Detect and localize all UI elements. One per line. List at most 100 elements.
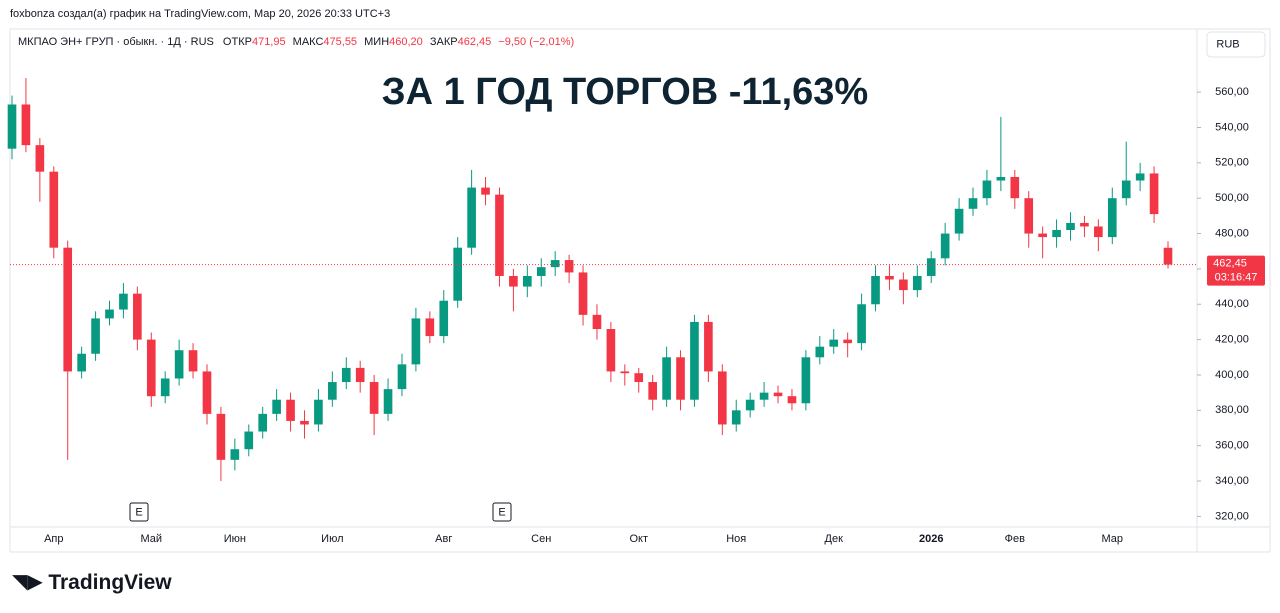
legend: МКПАО ЭН+ ГРУП · обыкн. · 1Д · RUS ОТКР4… bbox=[18, 36, 574, 48]
legend-value: 460,20 bbox=[389, 36, 423, 48]
y-tick-label: 520,00 bbox=[1215, 157, 1249, 169]
candle-body bbox=[77, 353, 86, 372]
y-tick-label: 500,00 bbox=[1215, 192, 1249, 204]
candle-body bbox=[188, 350, 198, 372]
candle-body bbox=[606, 329, 616, 372]
candle-body bbox=[411, 318, 421, 365]
x-tick-label: 2026 bbox=[919, 533, 943, 545]
candle-body bbox=[397, 364, 407, 390]
candle-body bbox=[286, 399, 295, 421]
candle-body bbox=[202, 371, 212, 414]
candle-body bbox=[1094, 226, 1103, 238]
legend-label: ОТКР bbox=[223, 36, 252, 48]
candle-body bbox=[355, 367, 365, 383]
logo-mark: ◥▶ bbox=[12, 571, 48, 593]
candle-body bbox=[425, 318, 435, 337]
candle-body bbox=[843, 339, 852, 344]
y-tick-label: 420,00 bbox=[1215, 334, 1249, 346]
legend-label: ЗАКР bbox=[430, 36, 458, 48]
candle-body bbox=[523, 275, 532, 287]
candle-body bbox=[230, 449, 240, 460]
currency[interactable]: RUB bbox=[1216, 38, 1239, 50]
candle-body bbox=[536, 267, 546, 276]
candle-body bbox=[871, 275, 880, 305]
candle-body bbox=[885, 275, 894, 280]
candle-body bbox=[1163, 247, 1173, 265]
candle-body bbox=[912, 275, 922, 291]
candle-body bbox=[815, 346, 825, 358]
candle-body bbox=[1107, 198, 1117, 238]
candle-body bbox=[996, 176, 1006, 181]
currency-button[interactable] bbox=[1206, 31, 1266, 58]
candle-body bbox=[662, 357, 671, 400]
legend-label: МАКС bbox=[293, 36, 324, 48]
candle-body bbox=[1121, 180, 1131, 199]
x-tick-label: Фев bbox=[1005, 533, 1025, 545]
candle-body bbox=[272, 399, 281, 414]
candle-body bbox=[982, 180, 992, 199]
candle-body bbox=[648, 382, 657, 400]
candle-body bbox=[857, 304, 866, 344]
candle-body bbox=[731, 410, 741, 425]
candle-body bbox=[759, 392, 769, 400]
candle-body bbox=[801, 357, 811, 404]
countdown: 03:16:47 bbox=[1215, 271, 1258, 283]
x-tick-label: Дек bbox=[825, 533, 844, 545]
x-tick-label: Апр bbox=[44, 533, 63, 545]
candle-body bbox=[133, 293, 142, 340]
candle-body bbox=[369, 382, 379, 414]
candle-body bbox=[453, 247, 463, 301]
footer-logo: ◥▶ TradingView bbox=[12, 571, 172, 594]
candle-body bbox=[174, 350, 184, 379]
legend-label: МИН bbox=[364, 36, 389, 48]
y-tick-label: 560,00 bbox=[1215, 86, 1249, 98]
candle-body bbox=[620, 371, 630, 374]
candle-body bbox=[91, 318, 100, 354]
candle-body bbox=[787, 396, 797, 404]
x-tick-label: Мар bbox=[1102, 533, 1124, 545]
candle-body bbox=[314, 399, 323, 425]
legend-change: −9,50 (−2,01%) bbox=[498, 36, 574, 48]
chart-title: ЗА 1 ГОД ТОРГОВ -11,63% bbox=[382, 71, 868, 113]
y-tick-label: 400,00 bbox=[1215, 369, 1249, 381]
event-marker bbox=[492, 502, 512, 522]
event-label: E bbox=[498, 506, 505, 518]
candle-body bbox=[1149, 173, 1159, 215]
y-tick-label: 320,00 bbox=[1215, 510, 1249, 522]
candle-body bbox=[383, 389, 393, 414]
candle-body bbox=[926, 258, 936, 276]
y-tick-label: 340,00 bbox=[1215, 475, 1249, 487]
candle-body bbox=[578, 272, 588, 315]
candle-body bbox=[105, 309, 114, 319]
candle-body bbox=[119, 293, 128, 310]
candle-body bbox=[676, 357, 685, 400]
candle-body bbox=[467, 187, 476, 248]
x-tick-label: Сен bbox=[531, 533, 551, 545]
x-tick-label: Окт bbox=[629, 533, 648, 545]
candle-body bbox=[592, 314, 602, 330]
candle-body bbox=[1052, 230, 1061, 238]
x-tick-label: Май bbox=[140, 533, 162, 545]
y-tick-label: 540,00 bbox=[1215, 121, 1249, 133]
candle-body bbox=[954, 208, 964, 234]
event-label: E bbox=[135, 506, 142, 518]
candle-body bbox=[829, 339, 839, 347]
candle-body bbox=[244, 431, 254, 450]
logo-text: TradingView bbox=[48, 571, 172, 594]
candle-body bbox=[328, 382, 337, 400]
candle-body bbox=[300, 420, 309, 425]
candle-body bbox=[439, 300, 449, 337]
legend-value: 462,45 bbox=[458, 36, 492, 48]
candle-body bbox=[704, 321, 713, 372]
candle-body bbox=[550, 260, 560, 268]
credit: foxbonza создал(а) график на TradingView… bbox=[10, 8, 390, 20]
candle-body bbox=[258, 413, 268, 432]
x-tick-label: Ноя bbox=[726, 533, 746, 545]
candle-body bbox=[495, 194, 504, 276]
candle-body bbox=[49, 171, 59, 248]
candle-body bbox=[1010, 176, 1020, 199]
x-tick-label: Июл bbox=[321, 533, 343, 545]
candle-body bbox=[341, 367, 351, 383]
candle-body bbox=[634, 373, 644, 383]
